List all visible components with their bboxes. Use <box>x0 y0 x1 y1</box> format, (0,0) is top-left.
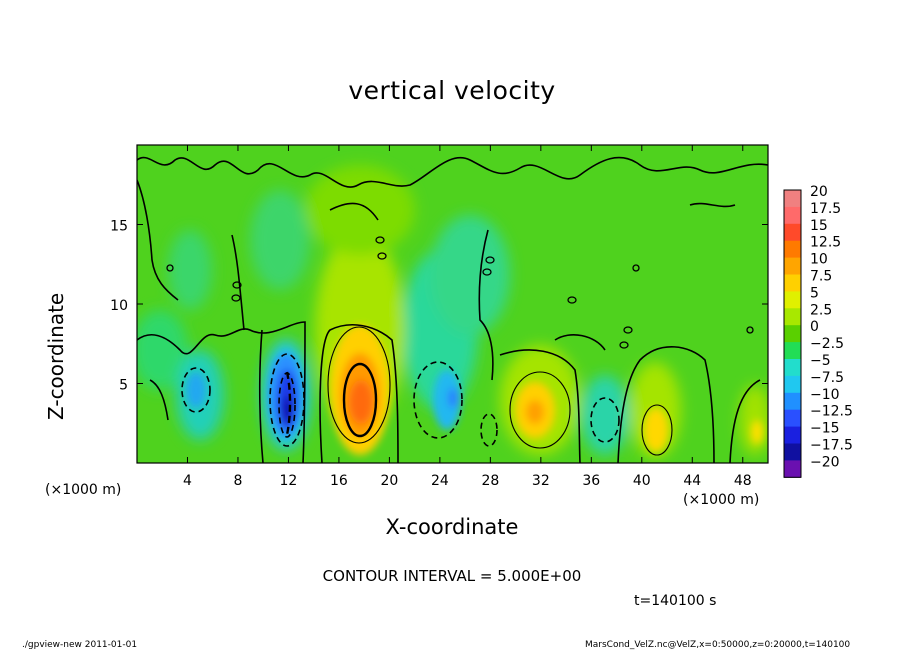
colorbar-swatch <box>784 342 801 360</box>
x-axis-label: X-coordinate <box>385 515 519 539</box>
colorbar-label: −17.5 <box>810 438 853 454</box>
footer-right: MarsCond_VelZ.nc@VelZ,x=0:50000,z=0:2000… <box>585 640 851 650</box>
colorbar-swatch <box>784 375 801 394</box>
colorbar-swatch <box>784 443 801 461</box>
x-unit-label-left: (×1000 m) <box>45 482 122 498</box>
colorbar-swatch <box>784 257 801 275</box>
colorbar-label: 17.5 <box>810 201 841 217</box>
x-tick-label: 44 <box>683 473 701 489</box>
colorbar-swatch <box>784 274 801 292</box>
colorbar-swatch <box>784 308 801 326</box>
time-label: t=140100 s <box>634 593 717 609</box>
colorbar-swatch <box>784 325 801 343</box>
colorbar-label: 7.5 <box>810 269 832 285</box>
colorbar: 2017.51512.5107.552.50−2.5−5−7.5−10−12.5… <box>783 184 853 478</box>
colorbar-label: 12.5 <box>810 235 841 251</box>
colorbar-label: 10 <box>810 252 828 268</box>
colorbar-label: −12.5 <box>810 404 853 420</box>
y-tick-label: 5 <box>119 378 128 394</box>
colorbar-swatch <box>784 460 801 478</box>
x-tick-label: 40 <box>633 473 651 489</box>
colorbar-swatch <box>784 392 801 411</box>
x-tick-label: 32 <box>532 473 550 489</box>
x-tick-label: 28 <box>481 473 499 489</box>
colorbar-swatch <box>784 223 801 242</box>
colorbar-label: 15 <box>810 218 828 234</box>
x-tick-label: 12 <box>280 473 298 489</box>
x-unit-label-right: (×1000 m) <box>683 492 760 508</box>
colorbar-swatch <box>784 409 801 428</box>
colorbar-label: −10 <box>810 387 840 403</box>
colorbar-swatch <box>784 426 801 444</box>
x-tick-label: 20 <box>380 473 398 489</box>
colorbar-label: −15 <box>810 421 840 437</box>
contour-positive <box>327 326 673 456</box>
velocity-field <box>137 145 768 463</box>
y-tick-label: 10 <box>110 298 128 314</box>
colorbar-label: 2.5 <box>810 302 832 318</box>
x-tick-label: 48 <box>734 473 752 489</box>
x-tick-label: 4 <box>183 473 192 489</box>
colorbar-label: −5 <box>810 353 831 369</box>
contour-zero <box>137 156 768 463</box>
colorbar-label: −2.5 <box>810 336 844 352</box>
x-tick-label: 16 <box>330 473 348 489</box>
colorbar-label: 0 <box>810 319 819 335</box>
colorbar-swatch <box>784 206 801 225</box>
colorbar-swatch <box>784 291 801 309</box>
colorbar-swatch <box>784 240 801 259</box>
colorbar-label: 5 <box>810 285 819 301</box>
y-axis-label: Z-coordinate <box>44 292 68 420</box>
y-axis-ticks: 5 10 15 <box>110 219 768 394</box>
colorbar-label: 20 <box>810 184 828 200</box>
contour-strong <box>342 362 378 438</box>
footer-left: ./gpview-new 2011-01-01 <box>22 640 138 650</box>
x-axis-ticks: 4 8 12 16 20 24 28 32 36 40 44 48 <box>183 145 752 489</box>
contour-interval-note: CONTOUR INTERVAL = 5.000E+00 <box>322 567 582 585</box>
colorbar-label: −7.5 <box>810 370 844 386</box>
colorbar-swatch <box>784 190 801 208</box>
x-tick-label: 36 <box>582 473 600 489</box>
chart-title: vertical velocity <box>348 76 556 105</box>
colorbar-swatch <box>784 359 801 377</box>
x-tick-label: 8 <box>233 473 242 489</box>
colorbar-label: −20 <box>810 454 840 470</box>
x-tick-label: 24 <box>431 473 449 489</box>
y-tick-label: 15 <box>110 219 128 235</box>
